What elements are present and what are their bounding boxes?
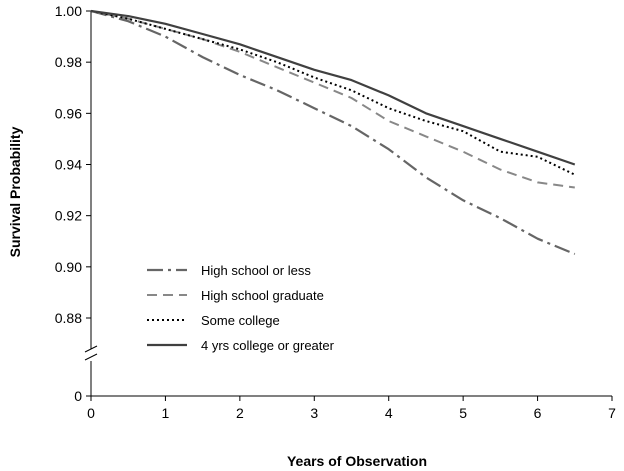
y-axis-title: Survival Probability xyxy=(7,126,23,257)
legend-label-1: High school graduate xyxy=(201,288,324,303)
x-tick-label: 7 xyxy=(608,405,616,421)
x-tick-label: 4 xyxy=(385,405,393,421)
legend: High school or less High school graduate S… xyxy=(147,263,335,353)
y-tick-label: 0.88 xyxy=(55,310,82,326)
x-tick-label: 2 xyxy=(236,405,244,421)
x-tick-label: 0 xyxy=(87,405,95,421)
series-lines xyxy=(90,9,576,256)
x-tick-label: 5 xyxy=(459,405,467,421)
x-tick-label: 3 xyxy=(310,405,318,421)
x-axis-title: Years of Observation xyxy=(287,453,427,469)
y-tick-label: 1.00 xyxy=(55,3,82,19)
axis-break-mark xyxy=(84,345,98,353)
series-line-2 xyxy=(90,10,576,176)
y-tick-label: 0.92 xyxy=(55,208,82,224)
series-line-0 xyxy=(90,9,576,256)
axis-break-mark xyxy=(84,353,98,361)
y-tick-label: 0.98 xyxy=(55,54,82,70)
axes: 0.88 0.90 0.92 0.94 0.96 0.98 1.00 00 1 2 3 4 5 6 7 xyxy=(55,3,616,421)
y-tick-label: 0.94 xyxy=(55,157,82,173)
x-tick-label: 1 xyxy=(162,405,170,421)
legend-label-2: Some college xyxy=(201,313,280,328)
y-tick-label: 0.96 xyxy=(55,105,82,121)
x-tick-label: 6 xyxy=(534,405,542,421)
series-line-3 xyxy=(90,9,576,166)
series-line-1 xyxy=(90,10,575,189)
y-tick-label-zero: 0 xyxy=(74,388,82,404)
y-tick-label: 0.90 xyxy=(55,259,82,275)
legend-label-3: 4 yrs college or greater xyxy=(201,338,335,353)
legend-label-0: High school or less xyxy=(201,263,311,278)
